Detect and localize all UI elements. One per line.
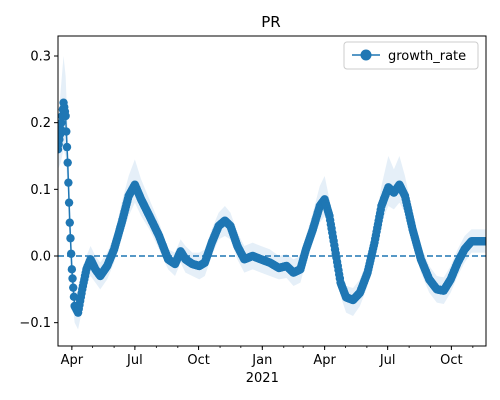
data-point [61, 111, 70, 121]
data-point [67, 265, 77, 274]
legend-label-growth-rate: growth_rate [388, 49, 466, 64]
data-point [66, 234, 75, 243]
confidence-band [58, 56, 486, 330]
y-tick-label: 0.1 [30, 183, 51, 198]
y-tick-label: 0.0 [30, 250, 51, 265]
data-point [65, 218, 74, 227]
x-year-label: 2021 [246, 371, 279, 386]
x-tick-label: Apr [61, 353, 84, 368]
y-tick-label: 0.2 [30, 116, 51, 131]
data-point [69, 283, 78, 292]
legend: growth_rate [343, 41, 479, 70]
data-point [64, 178, 73, 187]
legend-swatch-marker [360, 49, 372, 61]
data-point [69, 292, 79, 302]
x-tick-label: Jan [251, 353, 272, 368]
data-point [63, 158, 72, 167]
x-tick-label: Oct [440, 353, 462, 368]
data-point [68, 274, 77, 283]
x-tick-label: Jul [379, 353, 396, 368]
y-tick-label: −0.1 [19, 316, 51, 331]
data-point [64, 198, 74, 207]
x-tick-label: Apr [313, 353, 336, 368]
data-point [66, 249, 76, 258]
legend-box [343, 41, 479, 70]
x-tick-label: Oct [187, 353, 209, 368]
data-point [58, 118, 66, 127]
data-point [62, 142, 72, 152]
chart-title: PR [261, 13, 280, 31]
x-tick-label: Jul [126, 353, 143, 368]
plot-area-frame [57, 35, 487, 347]
data-point [62, 127, 71, 136]
data-point [481, 237, 486, 246]
y-tick-label: 0.3 [30, 50, 51, 65]
